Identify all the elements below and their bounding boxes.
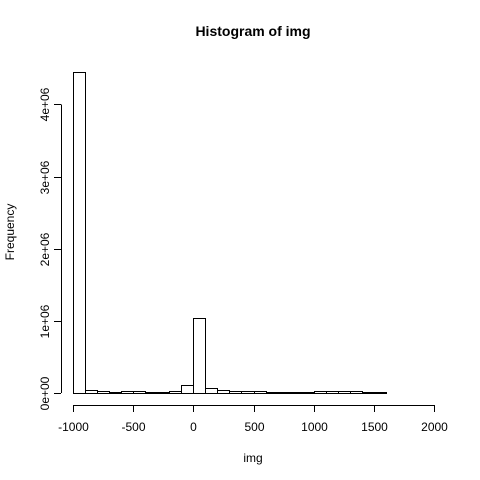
x-axis-tick-label: 1000	[301, 420, 328, 434]
y-axis-tick-label: 4e+06	[38, 87, 52, 121]
histogram-bar	[327, 392, 339, 394]
histogram-bar	[134, 392, 146, 394]
histogram-bar	[122, 392, 134, 394]
histogram-bar	[339, 392, 351, 394]
histogram-bar	[158, 393, 170, 394]
y-axis-tick-label: 2e+06	[38, 232, 52, 266]
histogram-bar	[267, 393, 279, 394]
histogram-bar	[98, 392, 110, 394]
histogram-bar	[291, 393, 303, 394]
y-axis-tick-label: 1e+06	[38, 304, 52, 338]
bars-group	[74, 73, 387, 394]
histogram-bar	[375, 393, 387, 394]
histogram-bar	[74, 73, 86, 394]
histogram-bar	[230, 392, 242, 394]
y-axis-tick-label: 0e+00	[38, 376, 52, 410]
x-axis-tick-label: 2000	[421, 420, 448, 434]
histogram-bar	[182, 386, 194, 394]
histogram-bar	[146, 393, 158, 394]
x-axis-tick-label: -500	[121, 420, 145, 434]
y-axis: 0e+00 1e+06 2e+06 3e+06 4e+06	[38, 87, 62, 410]
histogram-bar	[170, 392, 182, 394]
chart-title: Histogram of img	[195, 23, 310, 39]
x-axis-tick-label: -1000	[58, 420, 89, 434]
histogram-bar	[255, 392, 267, 394]
histogram-bar	[315, 392, 327, 394]
x-axis-tick-label: 1500	[361, 420, 388, 434]
histogram-bar	[351, 392, 363, 394]
x-axis-tick-label: 0	[190, 420, 197, 434]
histogram-bar	[206, 389, 218, 394]
histogram-bar	[279, 393, 291, 394]
histogram-bar	[242, 392, 255, 394]
histogram-bar	[194, 319, 206, 394]
x-axis-tick-label: 500	[244, 420, 264, 434]
histogram-bar	[86, 391, 98, 394]
x-axis-label: img	[243, 451, 262, 465]
histogram-bar	[303, 393, 315, 394]
y-axis-label: Frequency	[3, 204, 17, 261]
y-axis-tick-label: 3e+06	[38, 160, 52, 194]
x-axis: -1000 -500 0 500 1000 1500 2000	[58, 405, 448, 434]
histogram-bar	[218, 391, 230, 394]
histogram-bar	[110, 393, 122, 394]
histogram-bar	[363, 393, 375, 394]
